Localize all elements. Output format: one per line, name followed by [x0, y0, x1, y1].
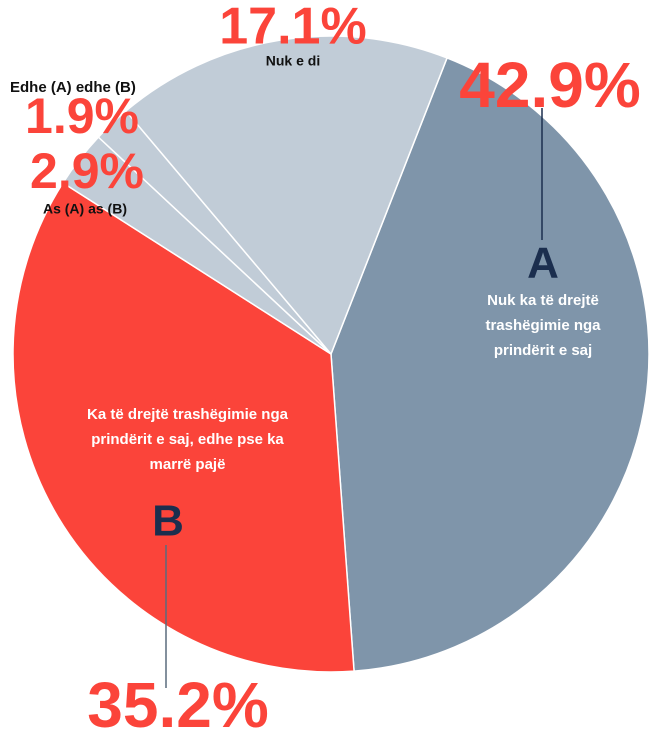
value-label: 1.9% — [25, 88, 139, 144]
category-label: Edhe (A) edhe (B) — [10, 79, 136, 96]
value-label: 42.9% — [459, 49, 640, 121]
value-label: 35.2% — [87, 669, 268, 738]
slice-label: Ka të drejtë trashëgimie nga prindërit e… — [87, 406, 288, 473]
annotation: B — [152, 497, 184, 546]
pie-slice — [12, 181, 355, 673]
category-label: Nuk e di — [266, 53, 320, 69]
annotation: A — [527, 239, 559, 288]
pie-slice — [330, 56, 650, 672]
slice-label: Nuk ka të drejtë trashëgimie nga prindër… — [485, 292, 601, 359]
category-label: As (A) as (B) — [43, 201, 127, 217]
value-label: 17.1% — [219, 0, 366, 56]
value-label: 2.9% — [30, 143, 144, 199]
pie-slice — [124, 35, 449, 356]
